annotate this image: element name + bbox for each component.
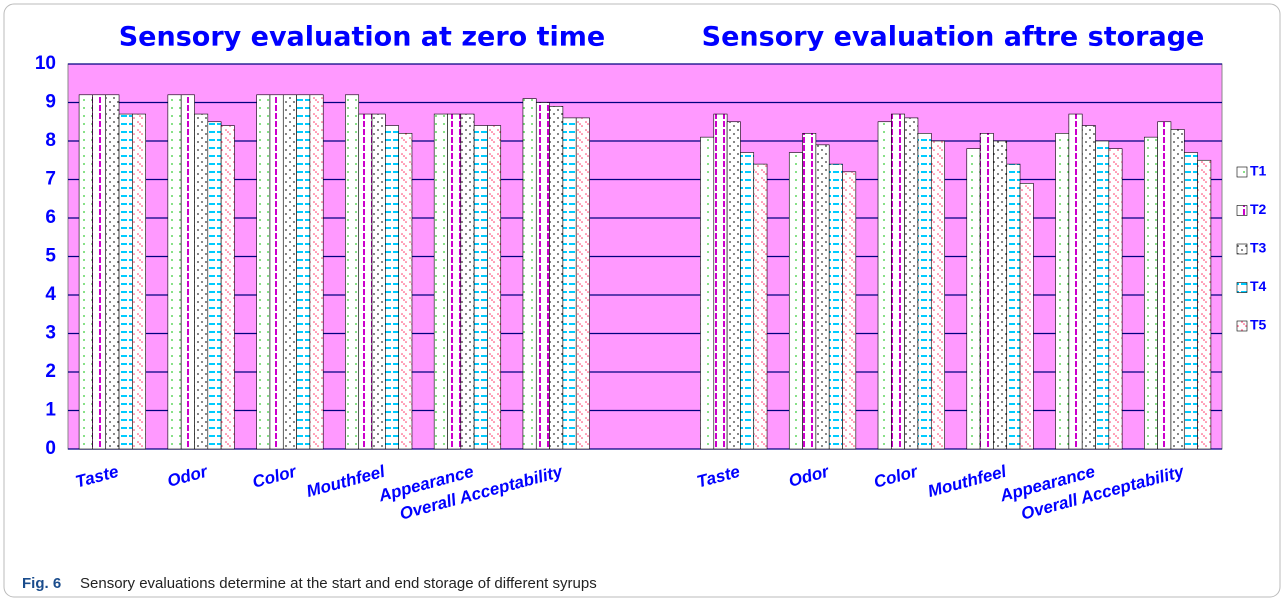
bar xyxy=(433,113,448,450)
bar xyxy=(1081,125,1096,450)
bar xyxy=(194,113,209,450)
bar xyxy=(118,113,133,450)
bar xyxy=(753,163,768,450)
bar xyxy=(522,98,537,450)
bar xyxy=(930,140,945,450)
bar xyxy=(1170,129,1185,450)
y-tick-label: 3 xyxy=(45,323,56,344)
bar xyxy=(877,121,892,450)
bar xyxy=(167,94,182,450)
bar xyxy=(398,133,413,450)
bar xyxy=(473,125,488,450)
x-tick-label: Taste xyxy=(695,462,742,492)
bar xyxy=(713,113,728,450)
y-tick-label: 7 xyxy=(45,169,56,190)
bar xyxy=(371,113,386,450)
bar xyxy=(220,125,235,450)
bar xyxy=(309,94,324,450)
legend-swatch xyxy=(1236,320,1248,332)
bar xyxy=(447,113,462,450)
y-tick-label: 4 xyxy=(45,284,56,305)
bar xyxy=(815,144,830,450)
bar xyxy=(1157,121,1172,450)
legend-label: T3 xyxy=(1250,240,1267,256)
bar xyxy=(562,117,577,450)
caption-text: Sensory evaluations determine at the sta… xyxy=(80,575,597,592)
caption-label: Fig. 6 xyxy=(22,575,61,592)
y-tick-label: 0 xyxy=(45,438,56,459)
bar xyxy=(575,117,590,450)
bar xyxy=(460,113,475,450)
legend-swatch xyxy=(1236,205,1248,216)
bar xyxy=(1095,140,1110,450)
bar xyxy=(828,163,843,450)
x-tick-label: Mouthfeel xyxy=(926,462,1010,501)
y-tick-label: 1 xyxy=(45,400,56,421)
chart-title: Sensory evaluation aftre storage xyxy=(702,22,1205,53)
bar xyxy=(385,125,399,450)
x-tick-label: Taste xyxy=(73,462,120,492)
bar xyxy=(726,121,741,450)
y-tick-label: 8 xyxy=(45,130,56,151)
bar xyxy=(180,94,195,450)
x-tick-label: Odor xyxy=(165,461,210,490)
bar xyxy=(269,94,284,450)
bar xyxy=(1068,113,1083,450)
x-tick-label: Color xyxy=(872,461,921,491)
bar xyxy=(1197,159,1212,450)
bar xyxy=(1019,183,1034,450)
bar xyxy=(256,94,271,450)
legend-label: T4 xyxy=(1250,278,1267,294)
y-tick-label: 5 xyxy=(45,246,56,267)
bar xyxy=(105,94,120,450)
bar xyxy=(1108,148,1123,450)
legend-swatch xyxy=(1236,243,1248,255)
legend-label: T5 xyxy=(1250,317,1267,333)
bar xyxy=(1006,163,1021,450)
bar xyxy=(993,140,1008,450)
bar xyxy=(345,94,360,450)
bar xyxy=(1183,152,1198,450)
y-tick-label: 2 xyxy=(45,361,56,382)
x-tick-label: Odor xyxy=(787,461,832,490)
bar xyxy=(535,102,550,450)
y-tick-label: 9 xyxy=(45,92,56,113)
legend-swatch xyxy=(1236,282,1248,293)
bar xyxy=(904,117,919,450)
chart-title: Sensory evaluation at zero time xyxy=(119,22,606,53)
bar xyxy=(207,121,222,450)
y-tick-label: 10 xyxy=(35,53,56,74)
bar xyxy=(842,171,857,450)
bar xyxy=(966,148,981,450)
bar xyxy=(979,133,994,450)
bar xyxy=(1144,136,1158,450)
bar xyxy=(132,113,146,450)
bar xyxy=(487,125,502,450)
frame xyxy=(3,3,1281,598)
y-tick-label: 6 xyxy=(45,207,56,228)
bar xyxy=(92,94,107,450)
bar xyxy=(549,106,564,450)
bar xyxy=(358,113,373,450)
legend-label: T2 xyxy=(1250,201,1267,217)
bar xyxy=(1055,133,1070,450)
bar xyxy=(740,152,755,450)
bar xyxy=(802,133,817,450)
bar xyxy=(282,94,297,450)
legend-label: T1 xyxy=(1250,163,1267,179)
x-tick-label: Color xyxy=(250,461,299,491)
bar xyxy=(78,94,93,450)
bar xyxy=(788,152,803,450)
bar xyxy=(917,133,932,450)
bar xyxy=(296,94,311,450)
x-tick-label: Mouthfeel xyxy=(304,462,388,501)
legend-swatch xyxy=(1236,166,1248,178)
bar xyxy=(891,113,905,450)
bar xyxy=(700,136,715,450)
